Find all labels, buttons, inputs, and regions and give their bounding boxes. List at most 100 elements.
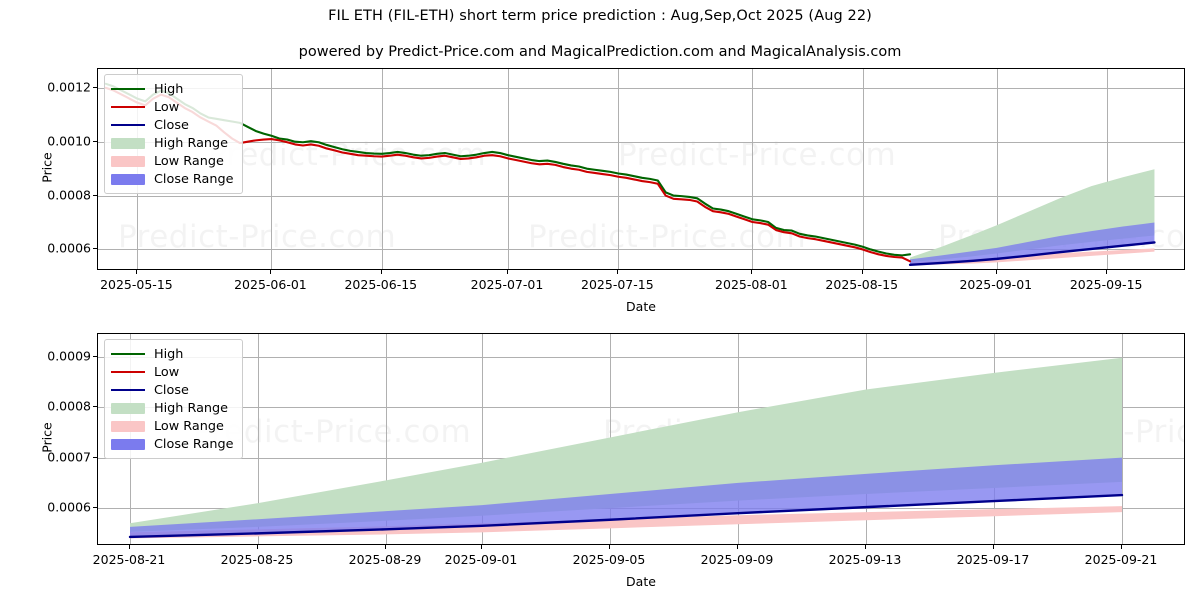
x-axis-tick-label: 2025-07-01 xyxy=(470,277,544,292)
gridline-horizontal xyxy=(98,249,1184,251)
gridline-vertical xyxy=(1122,334,1123,544)
y-axis-tick xyxy=(93,86,97,88)
x-axis-tick xyxy=(993,545,994,549)
legend-swatch-high-icon xyxy=(111,83,145,95)
gridline-vertical xyxy=(618,69,620,269)
gridline-vertical xyxy=(482,334,483,544)
gridline-vertical xyxy=(258,334,259,544)
y-axis-label: Price xyxy=(39,152,55,183)
legend-item-high[interactable]: High xyxy=(111,345,234,363)
x-axis-tick-label: 2025-09-09 xyxy=(700,552,774,567)
y-axis-tick-label: 0.0009 xyxy=(47,348,91,364)
x-axis-tick xyxy=(995,270,997,274)
top-chart-plot-area: Predict-Price.comPredict-Price.comPredic… xyxy=(97,68,1185,270)
y-axis-tick xyxy=(93,406,97,408)
gridline-horizontal xyxy=(98,407,1184,409)
legend-item-label: Close xyxy=(154,117,189,133)
x-axis-tick xyxy=(861,270,863,274)
legend-item-close[interactable]: Close xyxy=(111,116,234,134)
legend-item-label: High Range xyxy=(154,135,229,151)
close-range-band xyxy=(910,222,1155,265)
top-chart-legend: High Low Close High Range Low Range Close Ran… xyxy=(104,74,243,194)
legend-swatch-low-icon xyxy=(111,366,145,378)
gridline-vertical xyxy=(271,69,273,269)
x-axis-tick-label: 2025-08-25 xyxy=(220,552,294,567)
gridline-horizontal xyxy=(98,141,1184,143)
legend-item-label: Low xyxy=(154,364,180,380)
x-axis-tick-label: 2025-09-13 xyxy=(828,552,902,567)
x-axis-tick xyxy=(865,545,866,549)
x-axis-tick xyxy=(270,270,272,274)
x-axis-tick xyxy=(609,545,610,549)
x-axis-tick-label: 2025-09-01 xyxy=(444,552,518,567)
legend-item-label: Close xyxy=(154,382,189,398)
gridline-horizontal xyxy=(98,195,1184,197)
legend-swatch-low-range-icon xyxy=(111,420,145,432)
legend-item-low[interactable]: Low xyxy=(111,98,234,116)
x-axis-tick xyxy=(751,270,753,274)
legend-swatch-close-range-icon xyxy=(111,173,145,185)
legend-item-low[interactable]: Low xyxy=(111,363,234,381)
bottom-chart-data-layer xyxy=(128,357,1124,539)
x-axis-tick xyxy=(136,270,138,274)
gridline-vertical xyxy=(507,69,509,269)
legend-item-high[interactable]: High xyxy=(111,80,234,98)
y-axis-tick xyxy=(93,140,97,142)
x-axis-tick-label: 2025-09-15 xyxy=(1069,277,1143,292)
legend-item-label: Low xyxy=(154,99,180,115)
legend-item-high-range[interactable]: High Range xyxy=(111,399,234,417)
y-axis-tick xyxy=(93,507,97,509)
gridline-horizontal xyxy=(98,87,1184,89)
x-axis-tick xyxy=(737,545,738,549)
x-axis-tick-label: 2025-05-15 xyxy=(100,277,173,292)
gridline-vertical xyxy=(862,69,864,269)
x-axis-tick-label: 2025-08-29 xyxy=(348,552,422,567)
gridline-vertical xyxy=(381,69,383,269)
legend-item-label: Close Range xyxy=(154,171,234,187)
x-axis-label: Date xyxy=(626,299,656,314)
x-axis-tick-label: 2025-09-21 xyxy=(1084,552,1158,567)
y-axis-label: Price xyxy=(39,422,55,453)
close-range-band xyxy=(130,457,1122,537)
x-axis-tick-label: 2025-06-15 xyxy=(344,277,418,292)
x-axis-tick-label: 2025-08-15 xyxy=(825,277,899,292)
legend-item-label: High xyxy=(154,346,184,362)
x-axis-tick-label: 2025-09-05 xyxy=(572,552,646,567)
legend-item-label: High xyxy=(154,81,184,97)
x-axis-tick-label: 2025-08-01 xyxy=(715,277,788,292)
x-axis-tick-label: 2025-06-01 xyxy=(234,277,307,292)
legend-swatch-close-range-icon xyxy=(111,438,145,450)
close-forecast-line xyxy=(908,241,1156,267)
y-axis-tick xyxy=(93,456,97,458)
legend-swatch-high-icon xyxy=(111,348,145,360)
y-axis-tick-label: 0.0012 xyxy=(47,79,91,95)
x-axis-tick xyxy=(129,545,130,549)
gridline-horizontal xyxy=(98,356,1184,358)
legend-item-close-range[interactable]: Close Range xyxy=(111,435,234,453)
legend-item-close[interactable]: Close xyxy=(111,381,234,399)
gridline-vertical xyxy=(996,69,998,269)
legend-item-low-range[interactable]: Low Range xyxy=(111,152,234,170)
gridline-vertical xyxy=(386,334,387,544)
legend-item-label: High Range xyxy=(154,400,229,416)
chart-subtitle: powered by Predict-Price.com and Magical… xyxy=(298,44,902,60)
y-axis-tick-label: 0.0008 xyxy=(47,398,91,414)
x-axis-tick xyxy=(506,270,508,274)
bottom-chart-plot-area: Predict-Price.comPredict-Price.comPredic… xyxy=(97,333,1185,545)
gridline-vertical xyxy=(1107,69,1109,269)
y-axis-tick-label: 0.0006 xyxy=(47,499,91,515)
y-axis-tick-label: 0.0006 xyxy=(47,240,91,256)
legend-item-close-range[interactable]: Close Range xyxy=(111,170,234,188)
legend-item-label: Low Range xyxy=(154,418,224,434)
legend-item-low-range[interactable]: Low Range xyxy=(111,417,234,435)
chart-title: FIL ETH (FIL-ETH) short term price predi… xyxy=(328,8,872,24)
x-axis-tick-label: 2025-09-17 xyxy=(956,552,1030,567)
y-axis-tick-label: 0.0010 xyxy=(47,133,91,149)
legend-swatch-close-icon xyxy=(111,384,145,396)
legend-swatch-high-range-icon xyxy=(111,402,145,414)
x-axis-tick-label: 2025-09-01 xyxy=(959,277,1033,292)
legend-item-high-range[interactable]: High Range xyxy=(111,134,234,152)
x-axis-tick xyxy=(1121,545,1122,549)
legend-item-label: Close Range xyxy=(154,436,234,452)
